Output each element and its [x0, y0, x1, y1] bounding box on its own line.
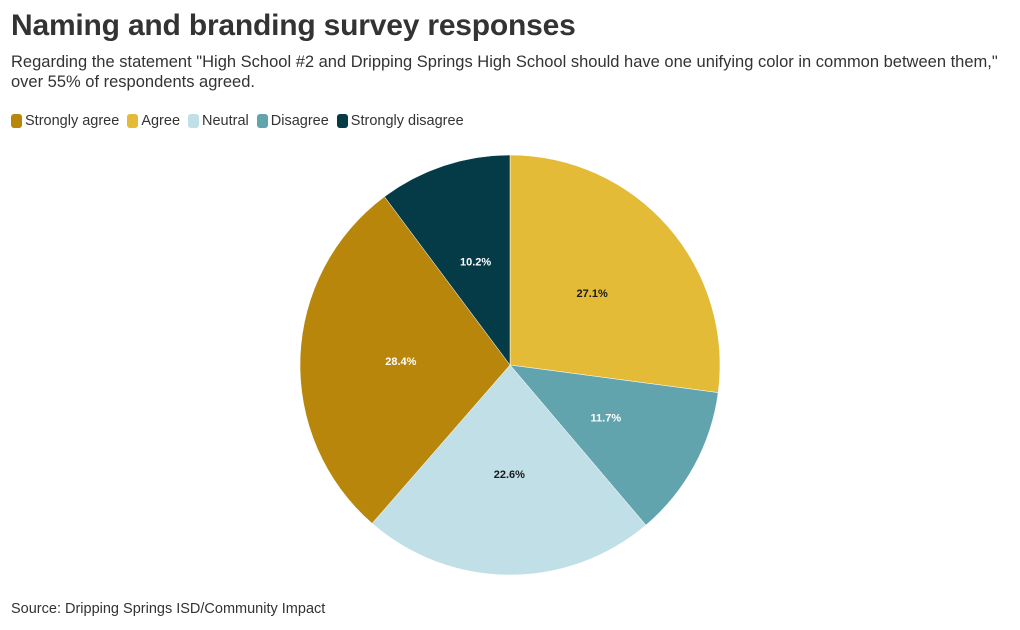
slice-label-strongly-agree: 28.4% — [385, 356, 416, 368]
chart-subtitle: Regarding the statement "High School #2 … — [11, 53, 998, 91]
legend-item-strongly-disagree[interactable]: Strongly disagree — [336, 113, 464, 129]
legend-item-disagree[interactable]: Disagree — [256, 113, 329, 129]
legend-label: Neutral — [202, 113, 249, 129]
pie-slice-disagree[interactable] — [509, 364, 719, 526]
slice-label-agree: 27.1% — [577, 288, 608, 300]
legend-swatch — [256, 114, 268, 128]
legend-item-strongly-agree[interactable]: Strongly agree — [11, 113, 119, 129]
slice-label-neutral: 22.6% — [494, 469, 525, 481]
legend-swatch — [188, 114, 200, 128]
legend-swatch — [336, 114, 348, 128]
legend-label: Disagree — [270, 113, 329, 129]
pie-chart: 27.1% 11.7% 22.6% 28.4% 10.2% — [299, 154, 721, 576]
legend-item-neutral[interactable]: Neutral — [188, 113, 249, 129]
legend: Strongly agree Agree Neutral Disagree St… — [11, 113, 472, 129]
legend-swatch — [11, 114, 22, 128]
slice-label-strongly-disagree: 10.2% — [460, 256, 491, 268]
chart-title: Naming and branding survey responses — [11, 9, 576, 42]
pie-slice-strongly-disagree[interactable] — [384, 154, 511, 366]
legend-label: Strongly disagree — [350, 113, 464, 129]
legend-label: Strongly agree — [25, 113, 120, 129]
slice-label-disagree: 11.7% — [591, 412, 622, 424]
source-note: Source: Dripping Springs ISD/Community I… — [11, 601, 326, 617]
pie-slice-agree[interactable] — [509, 154, 721, 393]
pie-slice-neutral[interactable] — [371, 364, 647, 576]
legend-label: Agree — [141, 113, 181, 129]
pie-slice-strongly-agree[interactable] — [299, 196, 511, 524]
legend-swatch — [127, 114, 139, 128]
legend-item-agree[interactable]: Agree — [127, 113, 180, 129]
